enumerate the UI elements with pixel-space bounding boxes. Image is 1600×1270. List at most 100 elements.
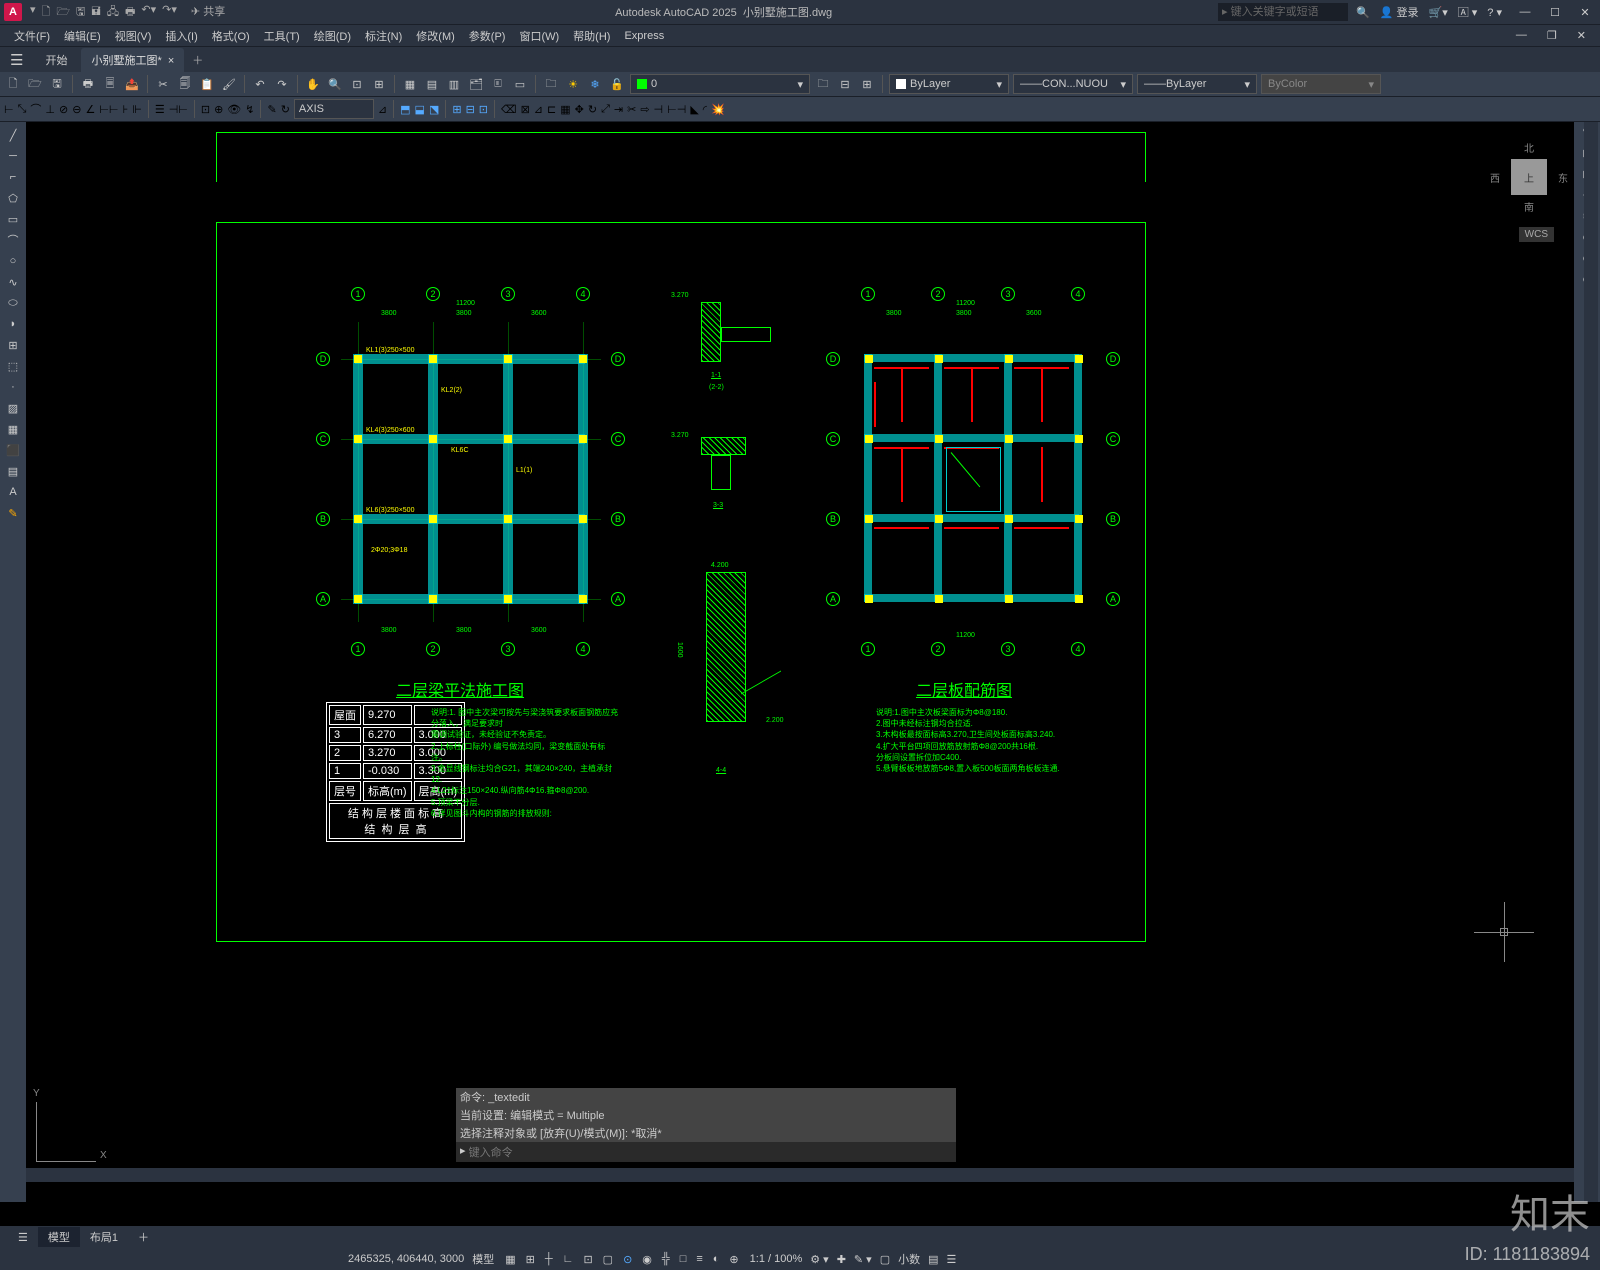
circle-icon[interactable]: ○ — [0, 252, 26, 270]
att-icon[interactable]: ⬔ — [429, 103, 439, 116]
table-icon[interactable]: ▤ — [0, 462, 26, 480]
tab-new-icon[interactable]: ＋ — [184, 52, 211, 68]
st-osnap-icon[interactable]: ⊙ — [620, 1253, 635, 1266]
color-dropdown[interactable]: ByLayer▾ — [889, 74, 1009, 94]
block-icon[interactable]: ⬚ — [0, 357, 26, 375]
qat-plot-icon[interactable]: 🖶 — [125, 3, 135, 22]
ins-icon[interactable]: ⬒ — [400, 103, 410, 116]
layp-icon[interactable]: 🗀 — [814, 75, 832, 93]
ex-icon[interactable]: ⇨ — [640, 103, 649, 116]
jo-icon[interactable]: ⊢⊣ — [667, 103, 686, 116]
menu-insert[interactable]: 插入(I) — [159, 28, 203, 44]
spline-icon[interactable]: ∿ — [0, 273, 26, 291]
of-icon[interactable]: ⊏ — [547, 103, 556, 116]
menu-help[interactable]: 帮助(H) — [567, 28, 616, 44]
qat-saveas-icon[interactable]: 🖬 — [91, 3, 100, 22]
dsm-icon[interactable]: ⊿ — [378, 103, 387, 116]
ro-icon[interactable]: ↻ — [588, 103, 597, 116]
status-units[interactable]: 小数 — [898, 1251, 920, 1267]
st-lw-icon[interactable]: □ — [677, 1253, 690, 1265]
vscroll[interactable] — [1584, 122, 1598, 1202]
dim-arc-icon[interactable]: ⌒ — [30, 101, 41, 117]
mtext-icon[interactable]: A — [0, 483, 26, 501]
zoom-icon[interactable]: 🔍 — [326, 75, 344, 93]
point-icon[interactable]: · — [0, 378, 26, 396]
view-cube[interactable]: 北 南 西 东 上 — [1494, 142, 1564, 212]
xr-icon[interactable]: ⊞ — [452, 103, 461, 116]
tab-model[interactable]: 模型 — [38, 1227, 80, 1247]
rect-icon[interactable]: ▭ — [0, 210, 26, 228]
ch-icon[interactable]: ◣ — [690, 103, 698, 116]
tabs-menu-icon[interactable]: ☰ — [8, 1229, 38, 1246]
menu-tools[interactable]: 工具(T) — [258, 28, 306, 44]
st-iso-icon[interactable]: ▢ — [600, 1253, 616, 1266]
dup-icon[interactable]: ↻ — [281, 103, 290, 116]
dc-icon[interactable]: ▤ — [423, 75, 441, 93]
menu-param[interactable]: 参数(P) — [463, 28, 512, 44]
paste-icon[interactable]: 📋 — [198, 75, 216, 93]
laym-icon[interactable]: ⊟ — [836, 75, 854, 93]
zoom-w-icon[interactable]: ⊡ — [348, 75, 366, 93]
qat-save-icon[interactable]: 🖫 — [76, 3, 85, 22]
er-icon[interactable]: ⌫ — [501, 103, 517, 116]
dim-lin-icon[interactable]: ⊢ — [4, 103, 14, 116]
ded-icon[interactable]: ✎ — [267, 103, 276, 116]
menu-view[interactable]: 视图(V) — [109, 28, 158, 44]
st-polar-icon[interactable]: ⊡ — [580, 1253, 595, 1266]
qat-open-icon[interactable]: 🗁 — [56, 3, 70, 22]
cut-icon[interactable]: ✂ — [154, 75, 172, 93]
insert-icon[interactable]: ⊞ — [0, 336, 26, 354]
tab-layout1[interactable]: 布局1 — [80, 1227, 128, 1247]
apps-icon[interactable]: 🄰 ▾ — [1458, 4, 1478, 20]
hscroll[interactable] — [26, 1168, 1574, 1182]
zoom-p-icon[interactable]: ⊞ — [370, 75, 388, 93]
dim-qd-icon[interactable]: ⊢⊢ — [99, 103, 118, 116]
qat-redo-icon[interactable]: ↷▾ — [162, 3, 177, 22]
cart-icon[interactable]: 🛒▾ — [1429, 6, 1448, 19]
be-icon[interactable]: ⬓ — [415, 103, 425, 116]
doc-minimize-icon[interactable]: — — [1510, 29, 1533, 42]
drawing-area[interactable]: ╱ ─ ⌐ ⬠ ▭ ⌒ ○ ∿ ⬭ ◗ ⊞ ⬚ · ▨ ▦ ⬛ ▤ A ✎ ✎ … — [0, 122, 1600, 1202]
markup-icon[interactable]: 🗉 — [489, 75, 507, 93]
mi-icon[interactable]: ⊿ — [534, 103, 543, 116]
hamburger-icon[interactable]: ☰ — [0, 51, 33, 69]
mv-icon[interactable]: ✥ — [575, 103, 584, 116]
dim-bl-icon[interactable]: ⊦ — [122, 103, 128, 116]
dim-rad-icon[interactable]: ⊘ — [59, 103, 68, 116]
qc-icon[interactable]: ▭ — [511, 75, 529, 93]
br-icon[interactable]: ⊣ — [654, 103, 664, 116]
st-cust-icon[interactable]: ☰ — [947, 1253, 957, 1266]
help-icon[interactable]: ? ▾ — [1487, 6, 1502, 19]
copy-icon[interactable]: 🗐 — [176, 75, 194, 93]
dim-co-icon[interactable]: ⊩ — [132, 103, 142, 116]
xline-icon[interactable]: ─ — [0, 147, 26, 165]
arc-icon[interactable]: ⌒ — [0, 231, 26, 249]
status-model[interactable]: 模型 — [472, 1251, 494, 1267]
st-tray-icon[interactable]: ▤ — [928, 1253, 938, 1266]
st-max-icon[interactable]: ▢ — [880, 1253, 890, 1266]
light-icon[interactable]: ❄ — [586, 75, 604, 93]
preview-icon[interactable]: 🗏 — [101, 75, 119, 93]
st-ann-icon[interactable]: ⊕ — [726, 1253, 741, 1266]
xp-icon[interactable]: 💥 — [711, 103, 725, 116]
st-ws-icon[interactable]: ✎ ▾ — [854, 1253, 872, 1266]
minimize-icon[interactable]: — — [1510, 6, 1540, 19]
line-icon[interactable]: ╱ — [0, 126, 26, 144]
xc-icon[interactable]: ⊟ — [466, 103, 475, 116]
plotstyle-dropdown[interactable]: ByColor▾ — [1261, 74, 1381, 94]
menu-modify[interactable]: 修改(M) — [410, 28, 461, 44]
dim-ord-icon[interactable]: ⊥ — [45, 103, 55, 116]
dim-sp-icon[interactable]: ☰ — [155, 103, 165, 116]
dim-br-icon[interactable]: ⊣⊢ — [169, 103, 188, 116]
ellipse-icon[interactable]: ⬭ — [0, 294, 26, 312]
dimstyle-dropdown[interactable] — [294, 99, 374, 119]
menu-window[interactable]: 窗口(W) — [513, 28, 565, 44]
jog-icon[interactable]: ↯ — [245, 103, 254, 116]
publish-icon[interactable]: 📤 — [123, 75, 141, 93]
tol-icon[interactable]: ⊡ — [201, 103, 210, 116]
tab-document[interactable]: 小别墅施工图* × — [81, 48, 184, 72]
st-grid-icon[interactable]: ▦ — [502, 1253, 518, 1266]
qat-new-icon[interactable]: ▾ — [30, 3, 36, 22]
st-infer-icon[interactable]: ┼ — [542, 1253, 556, 1265]
user-icon[interactable]: 👤 登录 — [1380, 4, 1419, 20]
